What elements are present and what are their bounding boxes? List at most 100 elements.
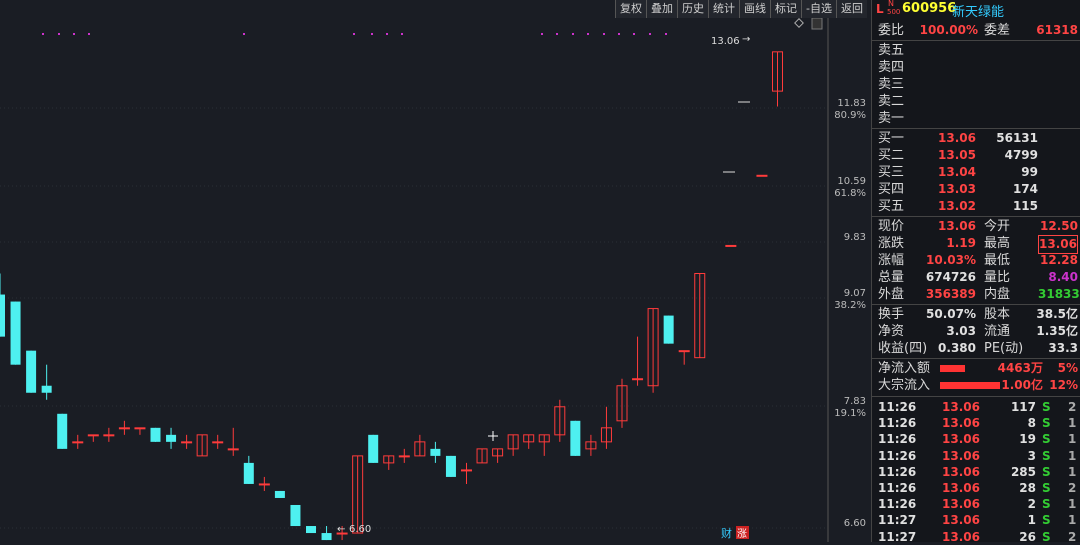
ask-row: 卖五: [878, 42, 1078, 59]
stat-label: 量比: [984, 270, 1011, 285]
tick-volume: 26: [1019, 529, 1036, 544]
bid-price: 13.02: [938, 199, 976, 213]
low-arrow-icon: ←: [337, 524, 345, 535]
candle-body: [0, 294, 5, 337]
separator: [872, 396, 1080, 397]
flow-bar: [940, 382, 1000, 389]
stock-header: L N 500 600956 新天绿能: [871, 0, 1080, 20]
separator: [872, 304, 1080, 305]
pct-tick-label: 61.8%: [834, 188, 866, 199]
ask-label: 卖三: [878, 77, 905, 92]
finance-mark: 财: [721, 526, 732, 540]
stat-value: 38.5亿: [1036, 307, 1078, 321]
candle-body: [166, 434, 177, 442]
tick-row: 11:26 13.06 285 S 1: [878, 464, 1080, 480]
bid-volume: 56131: [996, 131, 1038, 145]
candle-body: [103, 434, 115, 437]
stock-prefix-500: 500: [887, 8, 901, 16]
tick-side: S: [1042, 464, 1051, 479]
bid-volume: 115: [1012, 199, 1038, 213]
candle-body: [585, 441, 597, 450]
price-tick-label: 9.83: [844, 232, 866, 243]
tick-time: 11:26: [878, 464, 917, 479]
tick-side: S: [1042, 481, 1051, 495]
toolbar-button-1[interactable]: 叠加: [646, 0, 677, 18]
tick-side: S: [1042, 513, 1051, 528]
stat-row: 净资 3.03 流通 1.35亿: [878, 323, 1078, 340]
stat-label: 流通: [984, 324, 1011, 339]
bid-row: 买五 13.02 115: [878, 198, 1078, 215]
candle-body: [507, 434, 519, 450]
tick-row: 11:26 13.06 2 S 1: [878, 496, 1080, 512]
candle-body: [87, 434, 99, 437]
tick-time: 11:26: [878, 416, 917, 431]
candle-body: [227, 448, 239, 451]
tick-price: 13.06: [942, 464, 980, 479]
marker-dot: [556, 33, 558, 35]
tick-side: S: [1042, 529, 1051, 544]
price-tick-label: 7.83: [844, 396, 866, 407]
toolbar-button-0[interactable]: 复权: [615, 0, 646, 18]
bid-volume: 99: [1021, 165, 1038, 179]
toolbar-button-2[interactable]: 历史: [677, 0, 708, 18]
marker-dot: [73, 33, 75, 35]
stock-code: 600956: [902, 1, 957, 16]
marker-dot: [353, 33, 355, 35]
stat-label: 涨跌: [878, 236, 905, 251]
toolbar-button-6[interactable]: -自选: [801, 0, 836, 18]
candle-body: [306, 526, 316, 534]
toolbar-button-5[interactable]: 标记: [770, 0, 801, 18]
candle-body: [461, 469, 472, 472]
marker-dot: [665, 33, 667, 35]
quote-panel: 委比 100.00% 委差 61318 卖五 卖四 卖三 卖二 卖一 买一 13.06 56131 买二…: [871, 18, 1080, 545]
toolbar-button-3[interactable]: 统计: [708, 0, 739, 18]
toolbar-button-7[interactable]: 返回: [835, 0, 867, 18]
tick-volume: 28: [1019, 481, 1036, 495]
ask-row: 卖三: [878, 76, 1078, 93]
stat-value: 10.03%: [926, 253, 976, 267]
candle-body: [616, 385, 628, 422]
low-price-label: 6.60: [349, 524, 371, 535]
tick-side: S: [1042, 400, 1051, 414]
bid-row: 买四 13.03 174: [878, 181, 1078, 198]
separator: [872, 216, 1080, 217]
flow-row: 净流入额 4463万 5%: [878, 360, 1078, 377]
stat-row: 总量 674726 量比 8.40: [878, 269, 1078, 286]
stat-label: 换手: [878, 307, 905, 322]
candle-body: [414, 441, 426, 457]
bid-price: 13.05: [938, 148, 976, 162]
stock-prefix-l: L: [876, 2, 884, 16]
candle-body: [756, 174, 768, 177]
tick-price: 13.06: [942, 497, 980, 512]
tick-row: 11:27 13.06 26 S 2: [878, 529, 1080, 545]
candle-body: [41, 385, 52, 393]
bid-label: 买四: [878, 182, 905, 197]
tick-time: 11:26: [878, 497, 917, 512]
stat-value: 50.07%: [926, 307, 976, 321]
candle-body: [10, 301, 21, 365]
stat-label: 总量: [878, 270, 905, 285]
stat-value: 13.06: [1038, 235, 1078, 254]
ask-label: 卖二: [878, 94, 905, 109]
marker-dot: [88, 33, 90, 35]
marker-dot: [572, 33, 574, 35]
candle-body: [26, 350, 37, 393]
candle-body: [445, 455, 456, 477]
flow-label: 大宗流入: [878, 378, 931, 393]
candle-body: [290, 504, 301, 527]
flow-row: 大宗流入 1.00亿 12%: [878, 377, 1078, 394]
tick-row: 11:26 13.06 28 S 2: [878, 480, 1080, 496]
rise-mark-bg: [736, 526, 749, 539]
tick-volume: 2: [1027, 497, 1036, 512]
candle-body: [336, 532, 348, 535]
tick-side: S: [1042, 416, 1051, 431]
marker-dot: [633, 33, 635, 35]
marker-dot: [618, 33, 620, 35]
stat-row: 收益(四) 0.380 PE(动) 33.3: [878, 340, 1078, 357]
pct-tick-label: 38.2%: [834, 300, 866, 311]
candle-body: [321, 533, 332, 541]
flow-value: 1.00亿: [1001, 378, 1043, 392]
tick-side: S: [1042, 497, 1051, 512]
toolbar-button-4[interactable]: 画线: [739, 0, 770, 18]
